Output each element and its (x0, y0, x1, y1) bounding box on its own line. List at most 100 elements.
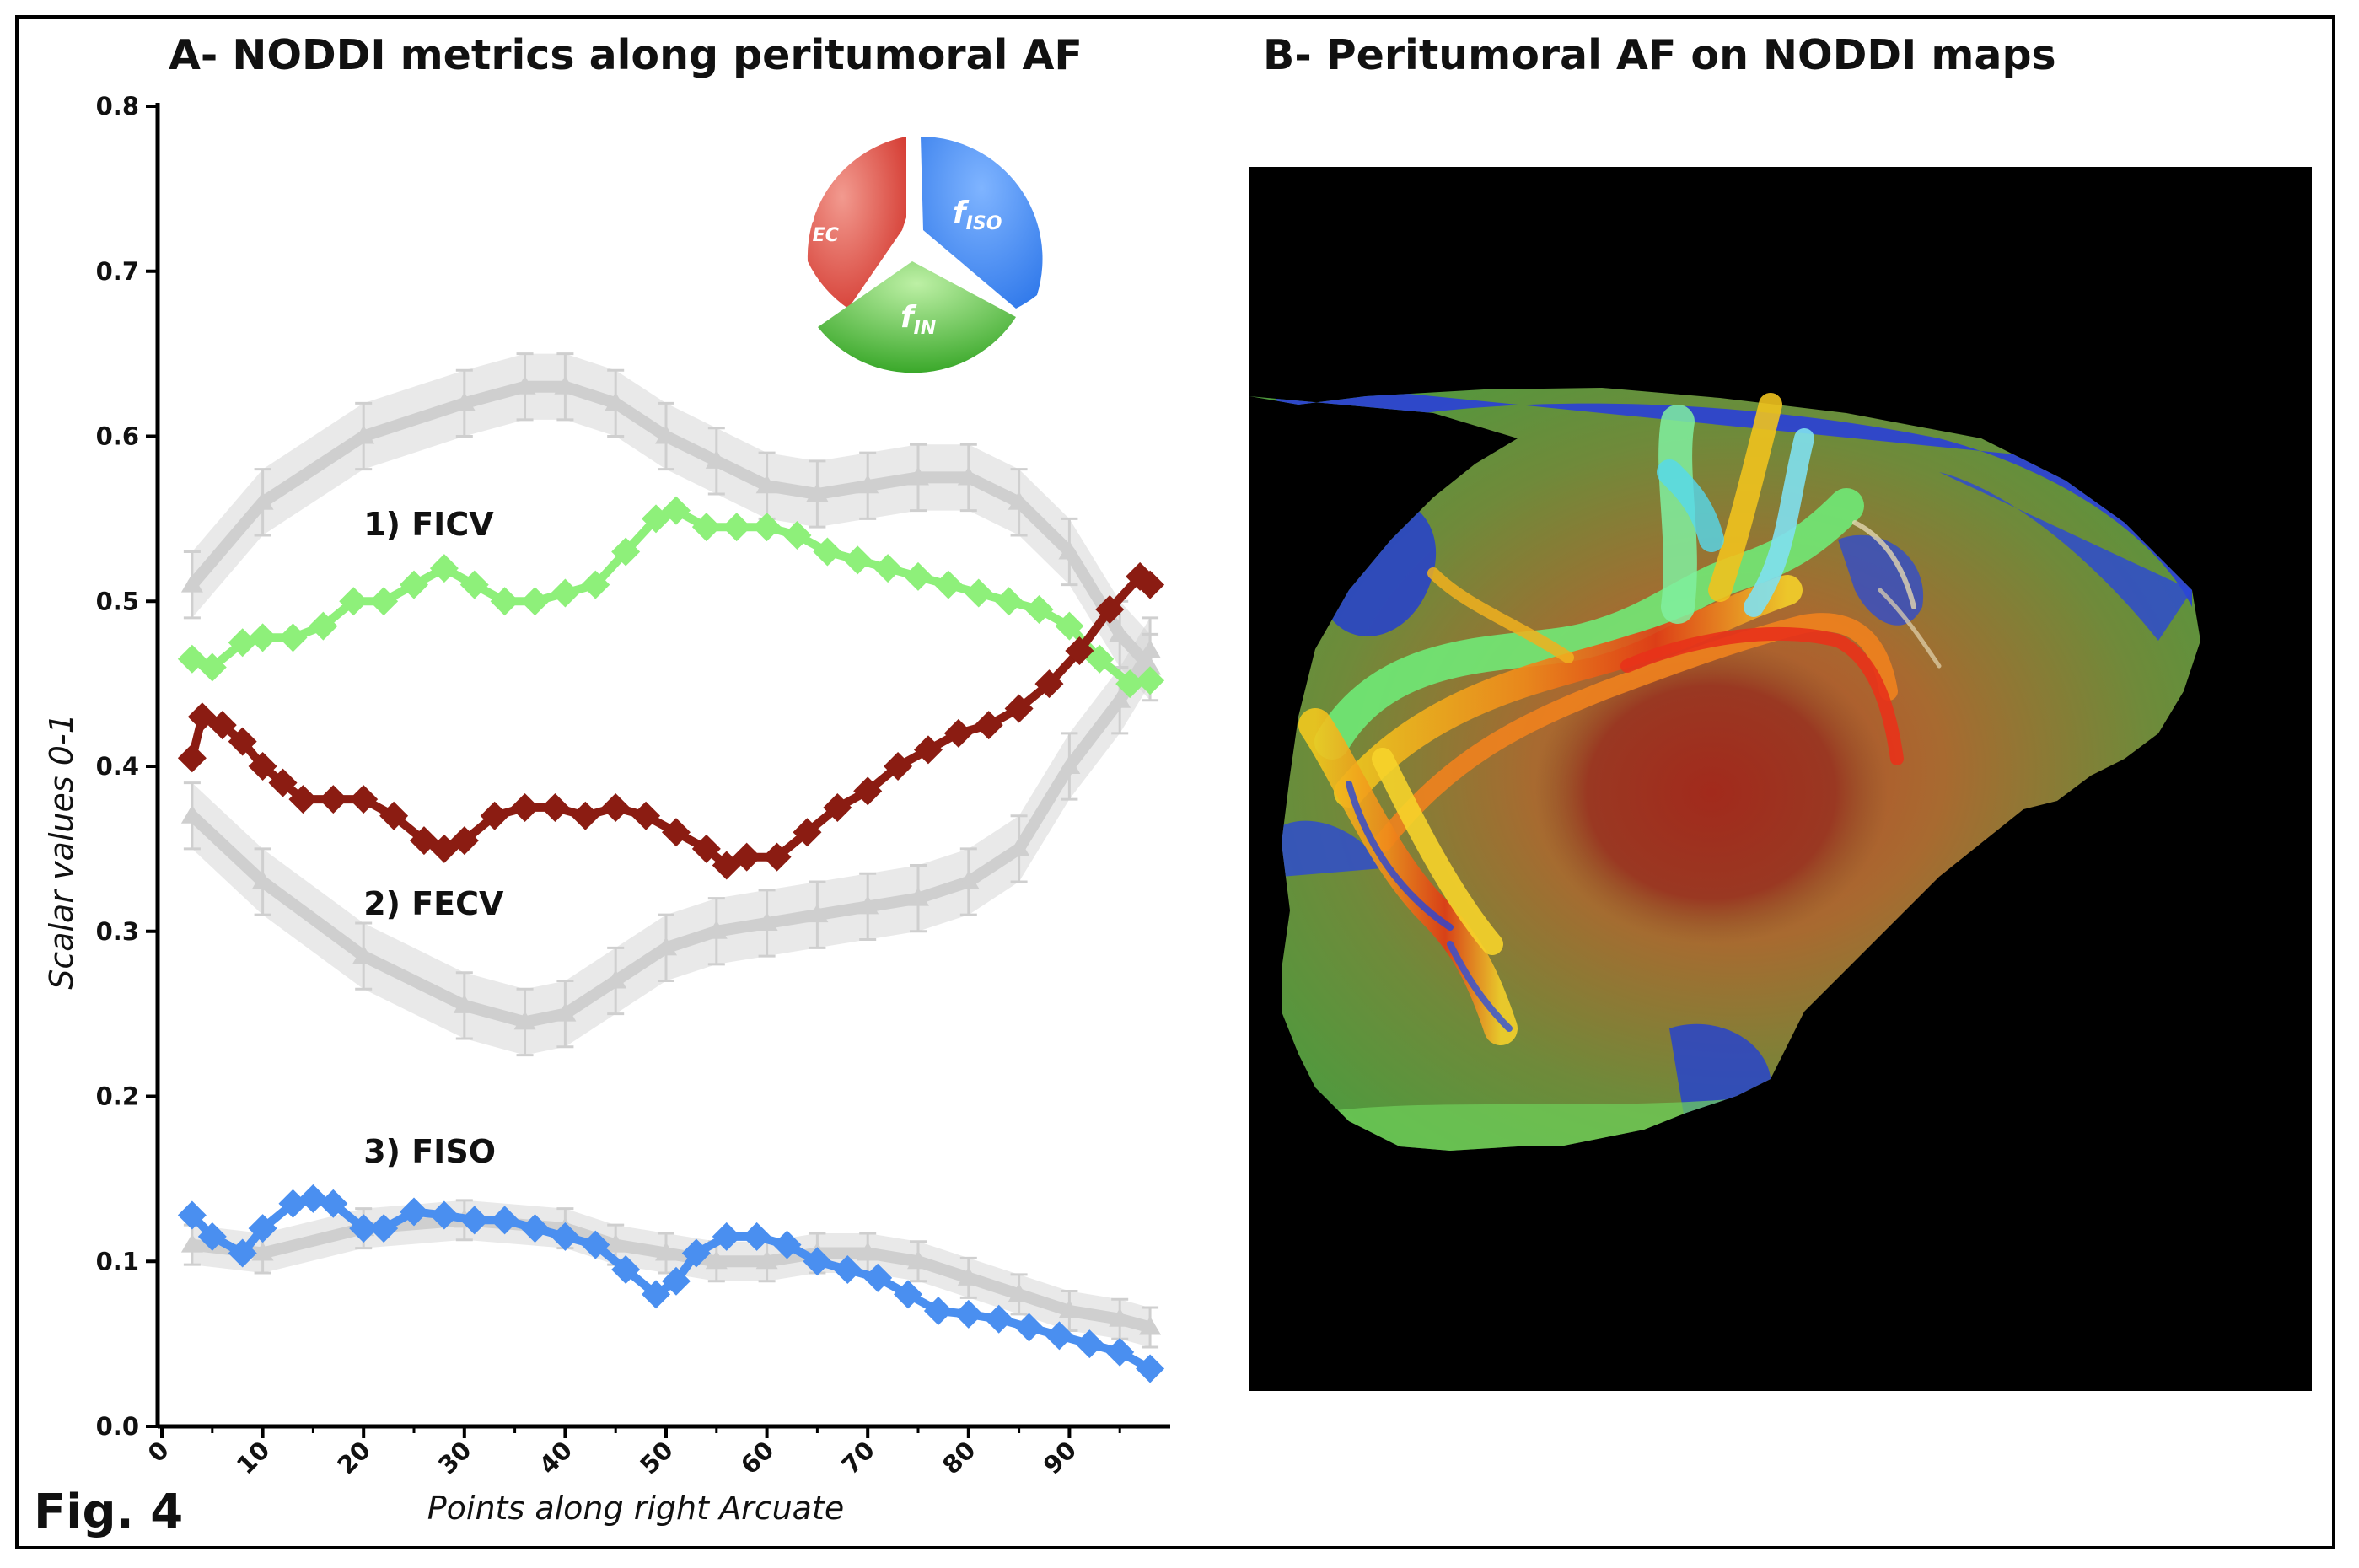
x-tick-label: 0 (142, 1436, 175, 1468)
data-point (1136, 1354, 1165, 1383)
y-tick-label: 0.6 (96, 422, 139, 451)
reference-point (1008, 1283, 1030, 1302)
data-point (904, 561, 932, 591)
reference-point (453, 994, 476, 1013)
reference-point (907, 887, 929, 906)
data-point (974, 711, 1003, 740)
data-point (732, 842, 761, 872)
data-point (268, 768, 298, 797)
series-labels: 1) FICV 2) FECV 3) FISO (363, 506, 504, 1170)
data-point (873, 554, 903, 583)
reference-point (1058, 755, 1081, 774)
data-point (248, 623, 277, 652)
data-point (681, 1238, 711, 1268)
data-point (228, 628, 257, 658)
reference-point (907, 466, 929, 486)
reference-point (705, 449, 728, 469)
reference-point (1109, 689, 1131, 708)
data-point (429, 554, 459, 583)
data-point (369, 1214, 399, 1243)
data-point (943, 718, 973, 748)
data-point (1065, 636, 1094, 665)
patient-series-1-ficv (177, 496, 1165, 699)
data-point (984, 1304, 1013, 1334)
data-point (933, 570, 963, 599)
reference-point (806, 904, 829, 923)
data-point (228, 727, 257, 756)
data-point (409, 826, 438, 856)
data-point (923, 1296, 953, 1325)
data-point (581, 1230, 610, 1259)
data-point (611, 537, 641, 567)
data-point (994, 587, 1024, 616)
x-tick-label: 60 (735, 1436, 780, 1480)
data-point (510, 792, 540, 822)
reference-point (180, 573, 203, 593)
y-tick-label: 0.8 (96, 92, 139, 121)
data-point (742, 1222, 771, 1251)
reference-series-fecv-reference-mean-error (180, 616, 1162, 1057)
data-point (782, 520, 812, 550)
data-point (813, 537, 842, 567)
data-point (884, 752, 913, 781)
reference-point (655, 425, 677, 444)
data-point (228, 1238, 257, 1268)
data-point (459, 570, 489, 599)
data-point (1136, 666, 1165, 695)
data-point (278, 1189, 308, 1218)
data-point (1115, 669, 1145, 699)
noddi-compartment-pie: fEC fISO fIN (799, 137, 1043, 373)
data-point (459, 1206, 489, 1235)
reference-point (857, 475, 879, 494)
data-point (520, 1214, 550, 1243)
figure-frame (15, 15, 2335, 1549)
data-point (1024, 595, 1054, 625)
data-point (581, 570, 610, 599)
data-point (551, 578, 580, 608)
data-point (853, 776, 883, 806)
x-tick-label: 10 (231, 1436, 276, 1480)
reference-line (187, 380, 1155, 672)
data-point (1004, 694, 1034, 723)
reference-point (352, 425, 375, 444)
data-point (1014, 1313, 1044, 1342)
x-tick-label: 90 (1038, 1436, 1083, 1480)
y-tick-label: 0.0 (96, 1412, 139, 1441)
data-point (661, 818, 691, 847)
reference-point (605, 392, 627, 411)
data-point (691, 834, 721, 863)
x-tick-label: 50 (634, 1436, 679, 1480)
data-point (309, 611, 338, 641)
y-tick-label: 0.3 (96, 917, 139, 946)
reference-point (755, 475, 778, 494)
error-band (191, 617, 1151, 1055)
reference-series-ficv-reference-mean-error (180, 352, 1162, 702)
data-point (319, 1189, 348, 1218)
reference-point (655, 937, 677, 956)
data-point (379, 801, 409, 830)
data-point (964, 578, 993, 608)
y-tick-label: 0.2 (96, 1082, 139, 1111)
x-tick-label: 80 (937, 1436, 981, 1480)
series-label: 3) FISO (363, 1133, 496, 1170)
data-point (1034, 669, 1064, 699)
x-tick-label: 70 (836, 1436, 881, 1480)
data-point (894, 1280, 923, 1309)
data-point (197, 652, 227, 682)
reference-point (251, 491, 274, 510)
data-point (248, 1214, 277, 1243)
data-point (722, 513, 751, 542)
y-tick-label: 0.4 (96, 752, 139, 781)
reference-point (1139, 639, 1162, 658)
reference-point (957, 871, 980, 890)
data-point (1045, 1321, 1074, 1351)
reference-point (755, 1250, 778, 1270)
reference-point (1058, 1299, 1081, 1318)
panel-b-title: B- Peritumoral AF on NODDI maps (1263, 31, 2056, 79)
data-point (490, 1206, 519, 1235)
reference-point (857, 895, 879, 915)
data-point (449, 826, 479, 856)
data-point (803, 1247, 832, 1276)
arcuate-fasciculus-fibers (1298, 393, 1942, 1045)
